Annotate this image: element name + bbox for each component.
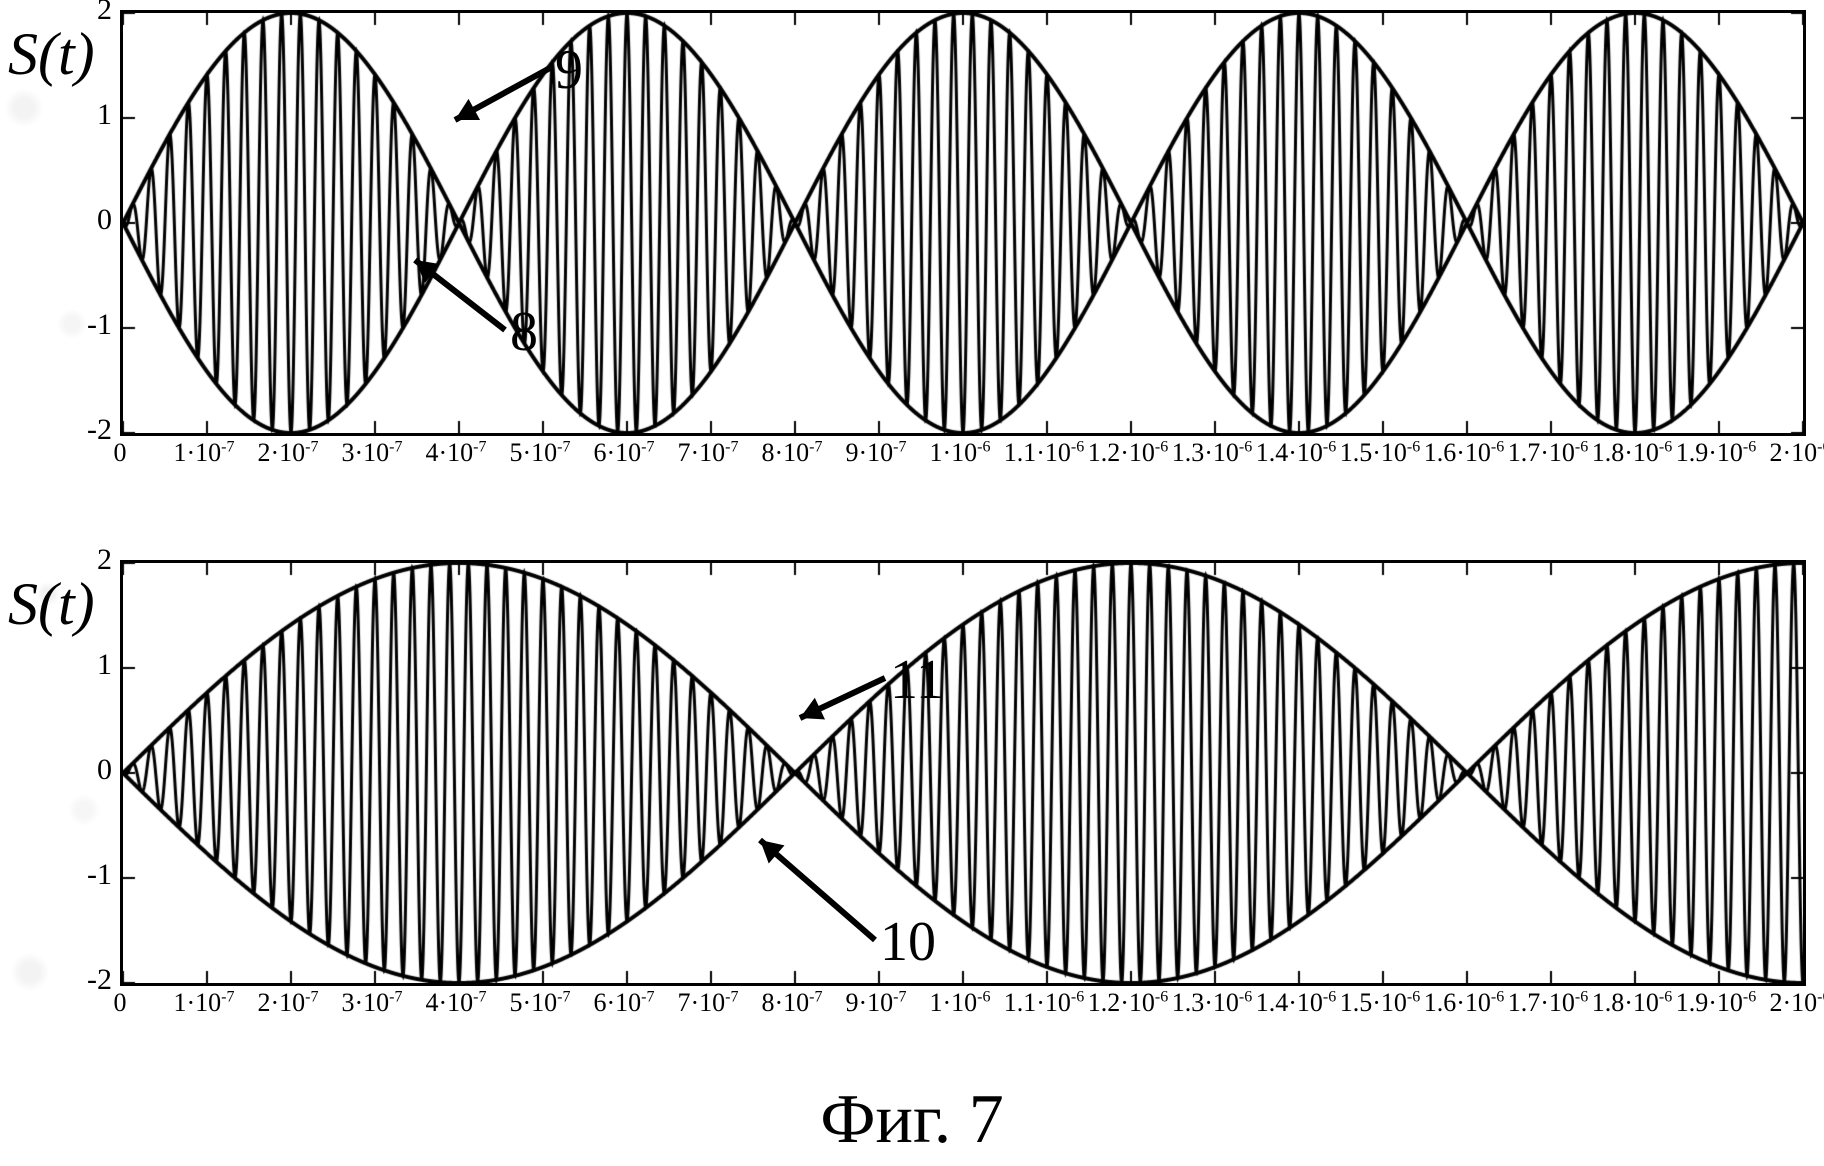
xtick-label: 6·10-7 xyxy=(594,988,655,1018)
xtick-label: 1·10-6 xyxy=(930,988,991,1018)
figure-caption: Фиг. 7 xyxy=(0,1080,1824,1160)
xtick-label: 1.3·10-6 xyxy=(1172,988,1253,1018)
xtick-label: 9·10-7 xyxy=(846,438,907,468)
chart1-xticks: 01·10-72·10-73·10-74·10-75·10-76·10-77·1… xyxy=(120,438,1800,478)
xtick-label: 8·10-7 xyxy=(762,988,823,1018)
xtick-label: 0 xyxy=(114,438,127,468)
xtick-label: 9·10-7 xyxy=(846,988,907,1018)
ytick-label: 0 xyxy=(72,753,112,787)
xtick-label: 1.8·10-6 xyxy=(1592,988,1673,1018)
xtick-label: 8·10-7 xyxy=(762,438,823,468)
xtick-label: 1.5·10-6 xyxy=(1340,988,1421,1018)
xtick-label: 5·10-7 xyxy=(510,438,571,468)
xtick-label: 1.4·10-6 xyxy=(1256,438,1337,468)
xtick-label: 1.1·10-6 xyxy=(1004,438,1085,468)
ytick-label: 0 xyxy=(72,203,112,237)
xtick-label: 1.4·10-6 xyxy=(1256,988,1337,1018)
xtick-label: 4·10-7 xyxy=(426,988,487,1018)
annotation-10: 10 xyxy=(880,910,936,974)
ytick-label: -2 xyxy=(72,413,112,447)
xtick-label: 1.9·10-6 xyxy=(1676,438,1757,468)
xtick-label: 7·10-7 xyxy=(678,988,739,1018)
scan-noise xyxy=(0,0,120,1080)
xtick-label: 5·10-7 xyxy=(510,988,571,1018)
chart1-ylabel: S(t) xyxy=(8,20,95,89)
xtick-label: 1.3·10-6 xyxy=(1172,438,1253,468)
ytick-label: 1 xyxy=(72,98,112,132)
xtick-label: 1.1·10-6 xyxy=(1004,988,1085,1018)
xtick-label: 2·10-6 xyxy=(1770,988,1824,1018)
xtick-label: 3·10-7 xyxy=(342,438,403,468)
annotation-8: 8 xyxy=(510,300,538,364)
xtick-label: 1.6·10-6 xyxy=(1424,438,1505,468)
xtick-label: 1.7·10-6 xyxy=(1508,438,1589,468)
xtick-label: 7·10-7 xyxy=(678,438,739,468)
ytick-label: 2 xyxy=(72,543,112,577)
figure-page: S(t) 0 1·10-7 2·10-7 3·10-7 4·10-7 5·10-7 6·10… xyxy=(0,0,1824,1166)
annotation-11: 11 xyxy=(890,648,944,712)
xtick-label: 2·10-6 xyxy=(1770,438,1824,468)
chart2-xticks: 01·10-72·10-73·10-74·10-75·10-76·10-77·1… xyxy=(120,988,1800,1028)
xtick-label: 1·10-7 xyxy=(174,438,235,468)
ytick-label: -1 xyxy=(72,858,112,892)
chart1: 01·10-72·10-73·10-74·10-75·10-76·10-77·1… xyxy=(120,10,1800,490)
ytick-label: 1 xyxy=(72,648,112,682)
ytick-label: -1 xyxy=(72,308,112,342)
xtick-label: 6·10-7 xyxy=(594,438,655,468)
xtick-label: 1.6·10-6 xyxy=(1424,988,1505,1018)
ytick-label: -2 xyxy=(72,963,112,997)
chart2-ylabel: S(t) xyxy=(8,570,95,639)
xtick-label: 1·10-6 xyxy=(930,438,991,468)
xtick-label: 1.2·10-6 xyxy=(1088,438,1169,468)
chart2-canvas xyxy=(120,560,1806,986)
chart1-canvas xyxy=(120,10,1806,436)
xtick-label: 0 xyxy=(114,988,127,1018)
annotation-9: 9 xyxy=(555,38,583,102)
xtick-label: 1.8·10-6 xyxy=(1592,438,1673,468)
chart2: 01·10-72·10-73·10-74·10-75·10-76·10-77·1… xyxy=(120,560,1800,1040)
xtick-label: 2·10-7 xyxy=(258,438,319,468)
xtick-label: 2·10-7 xyxy=(258,988,319,1018)
xtick-label: 3·10-7 xyxy=(342,988,403,1018)
xtick-label: 1·10-7 xyxy=(174,988,235,1018)
ytick-label: 2 xyxy=(72,0,112,27)
xtick-label: 4·10-7 xyxy=(426,438,487,468)
xtick-label: 1.5·10-6 xyxy=(1340,438,1421,468)
xtick-label: 1.9·10-6 xyxy=(1676,988,1757,1018)
xtick-label: 1.7·10-6 xyxy=(1508,988,1589,1018)
xtick-label: 1.2·10-6 xyxy=(1088,988,1169,1018)
